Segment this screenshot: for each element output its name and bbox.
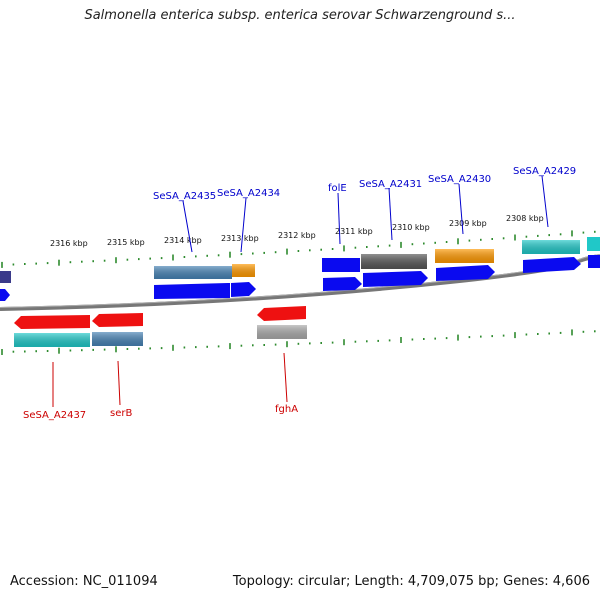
kbp-labels: 2316 kbp 2315 kbp 2314 kbp 2313 kbp 2312… bbox=[50, 214, 544, 248]
accession-label: Accession: NC_011094 bbox=[10, 574, 158, 589]
kbp-label: 2312 kbp bbox=[278, 231, 316, 240]
kbp-label: 2315 kbp bbox=[107, 238, 145, 247]
gene-feature[interactable] bbox=[257, 306, 306, 321]
gene-label[interactable]: SeSA_A2430 bbox=[428, 174, 491, 185]
forward-gene-labels: SeSA_A2435 SeSA_A2434 folE SeSA_A2431 Se… bbox=[153, 166, 576, 202]
kbp-label: 2308 kbp bbox=[506, 214, 544, 223]
reverse-gene-labels: SeSA_A2437 serB fghA bbox=[23, 404, 298, 421]
gene-feature[interactable] bbox=[0, 289, 10, 301]
gene-feature[interactable] bbox=[588, 255, 600, 268]
gene-feature[interactable] bbox=[14, 315, 90, 329]
reverse-genes bbox=[14, 306, 307, 347]
forward-ruler bbox=[1, 230, 596, 268]
kbp-label: 2309 kbp bbox=[449, 219, 487, 228]
gene-label[interactable]: folE bbox=[328, 183, 347, 194]
gene-feature[interactable] bbox=[154, 283, 230, 299]
forward-genes bbox=[0, 237, 600, 301]
gene-feature[interactable] bbox=[322, 258, 360, 272]
kbp-label: 2310 kbp bbox=[392, 223, 430, 232]
gene-label[interactable]: fghA bbox=[275, 404, 298, 415]
forward-label-leaders bbox=[182, 175, 549, 253]
genome-summary: Topology: circular; Length: 4,709,075 bp… bbox=[232, 574, 590, 589]
gene-label[interactable]: SeSA_A2435 bbox=[153, 191, 216, 202]
kbp-label: 2313 kbp bbox=[221, 234, 259, 243]
gene-label[interactable]: serB bbox=[110, 408, 132, 419]
gene-feature[interactable] bbox=[363, 271, 428, 287]
gene-feature[interactable] bbox=[0, 271, 11, 283]
gene-feature[interactable] bbox=[323, 277, 362, 291]
kbp-label: 2311 kbp bbox=[335, 227, 373, 236]
gene-label[interactable]: SeSA_A2431 bbox=[359, 179, 422, 190]
gene-feature[interactable] bbox=[92, 313, 143, 327]
reverse-ruler bbox=[1, 329, 596, 355]
genome-backbone bbox=[0, 254, 600, 311]
kbp-label: 2316 kbp bbox=[50, 239, 88, 248]
gene-feature[interactable] bbox=[587, 237, 600, 251]
reverse-label-leaders bbox=[52, 352, 288, 407]
gene-label[interactable]: SeSA_A2434 bbox=[217, 188, 280, 199]
gene-feature[interactable] bbox=[436, 265, 495, 281]
map-title: Salmonella enterica subsp. enterica sero… bbox=[84, 8, 516, 23]
gene-label[interactable]: SeSA_A2429 bbox=[513, 166, 576, 177]
gene-label[interactable]: SeSA_A2437 bbox=[23, 410, 86, 421]
kbp-label: 2314 kbp bbox=[164, 236, 202, 245]
gene-feature[interactable] bbox=[523, 257, 581, 273]
gene-feature[interactable] bbox=[231, 282, 256, 297]
